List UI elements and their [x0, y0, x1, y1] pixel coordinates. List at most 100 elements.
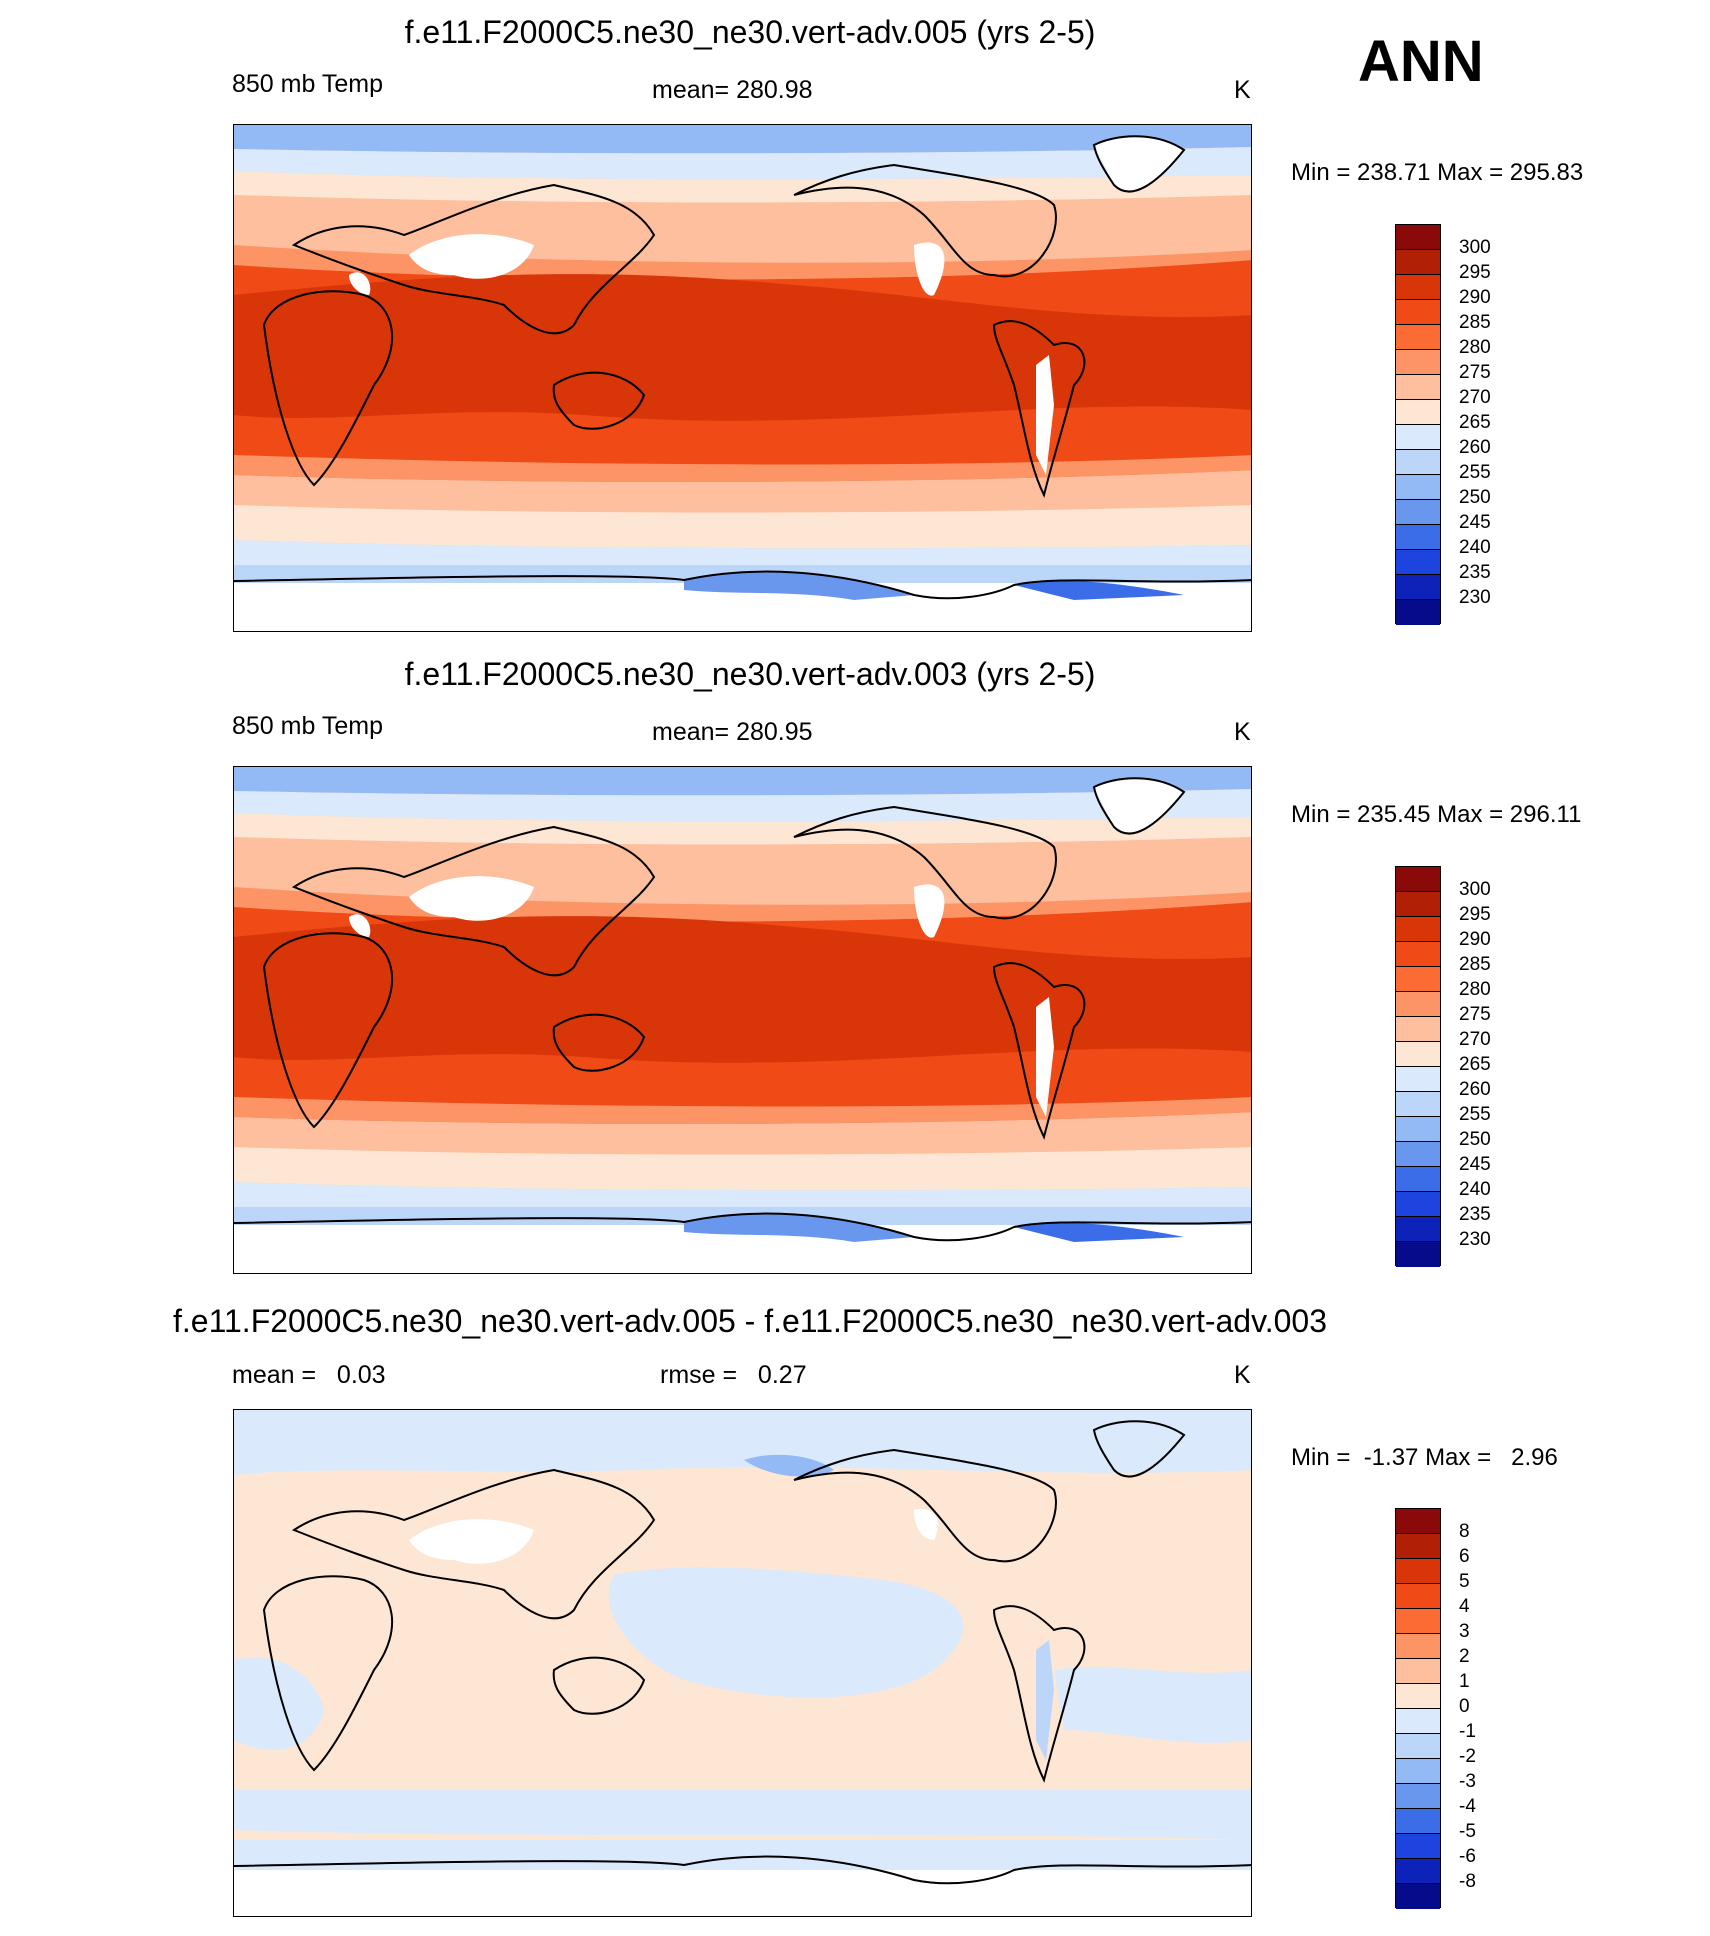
panel-1-temperature-field: [234, 125, 1251, 631]
panel-3-minmax: Min = -1.37 Max = 2.96: [1291, 1444, 1558, 1471]
panel-2-temperature-field: [234, 767, 1251, 1273]
colorbar-swatch: [1396, 1784, 1440, 1809]
colorbar-swatch: [1396, 1092, 1440, 1117]
colorbar-tick-label: 265: [1459, 412, 1491, 433]
colorbar-tick-label: -8: [1459, 1871, 1476, 1892]
colorbar-tick-label: 300: [1459, 237, 1491, 258]
colorbar-swatch: [1396, 1809, 1440, 1834]
panel-2-colorbar: [1395, 866, 1441, 1267]
colorbar-swatch: [1396, 475, 1440, 500]
colorbar-swatch: [1396, 892, 1440, 917]
panel-2-variable-label: 850 mb Temp: [232, 712, 384, 740]
colorbar-swatch: [1396, 942, 1440, 967]
colorbar-tick-label: 295: [1459, 904, 1491, 925]
colorbar-swatch: [1396, 550, 1440, 575]
panel-1-variable-label: 850 mb Temp: [232, 70, 384, 98]
colorbar-swatch: [1396, 1659, 1440, 1684]
colorbar-tick-label: 235: [1459, 562, 1491, 583]
colorbar-swatch: [1396, 1534, 1440, 1559]
colorbar-swatch: [1396, 425, 1440, 450]
colorbar-swatch: [1396, 300, 1440, 325]
colorbar-swatch: [1396, 375, 1440, 400]
colorbar-tick-label: 285: [1459, 954, 1491, 975]
colorbar-swatch: [1396, 1609, 1440, 1634]
colorbar-swatch: [1396, 350, 1440, 375]
colorbar-swatch: [1396, 500, 1440, 525]
colorbar-swatch: [1396, 325, 1440, 350]
colorbar-tick-label: 5: [1459, 1571, 1470, 1592]
panel-3-title: f.e11.F2000C5.ne30_ne30.vert-adv.005 - f…: [173, 1303, 1327, 1339]
colorbar-tick-label: -6: [1459, 1846, 1476, 1867]
panel-3-map: [233, 1409, 1252, 1917]
colorbar-tick-label: 245: [1459, 1154, 1491, 1175]
colorbar-swatch: [1396, 1684, 1440, 1709]
colorbar-swatch: [1396, 1759, 1440, 1784]
colorbar-tick-label: 2: [1459, 1646, 1470, 1667]
colorbar-tick-label: 285: [1459, 312, 1491, 333]
colorbar-swatch: [1396, 275, 1440, 300]
panel-1-mean-label: mean= 280.98: [652, 76, 813, 104]
panel-2-map: [233, 766, 1252, 1274]
colorbar-tick-label: 250: [1459, 487, 1491, 508]
colorbar-swatch: [1396, 917, 1440, 942]
panel-3-rmse-label: rmse = 0.27: [660, 1361, 807, 1389]
colorbar-swatch: [1396, 1067, 1440, 1092]
colorbar-tick-label: -5: [1459, 1821, 1476, 1842]
colorbar-tick-label: 1: [1459, 1671, 1470, 1692]
colorbar-swatch: [1396, 1167, 1440, 1192]
panel-2-mean-label: mean= 280.95: [652, 718, 813, 746]
colorbar-swatch: [1396, 1242, 1440, 1267]
colorbar-tick-label: 300: [1459, 879, 1491, 900]
colorbar-swatch: [1396, 1584, 1440, 1609]
panel-1-title: f.e11.F2000C5.ne30_ne30.vert-adv.005 (yr…: [404, 14, 1096, 50]
colorbar-swatch: [1396, 992, 1440, 1017]
colorbar-tick-label: 230: [1459, 1229, 1491, 1250]
colorbar-tick-label: 270: [1459, 387, 1491, 408]
colorbar-tick-label: -3: [1459, 1771, 1476, 1792]
colorbar-tick-label: 280: [1459, 979, 1491, 1000]
colorbar-swatch: [1396, 867, 1440, 892]
colorbar-swatch: [1396, 1117, 1440, 1142]
colorbar-tick-label: 0: [1459, 1696, 1470, 1717]
colorbar-tick-label: 3: [1459, 1621, 1470, 1642]
panel-3-colorbar: [1395, 1508, 1441, 1909]
colorbar-tick-label: -1: [1459, 1721, 1476, 1742]
panel-3-difference-field: [234, 1410, 1251, 1916]
colorbar-tick-label: 295: [1459, 262, 1491, 283]
colorbar-tick-label: 240: [1459, 1179, 1491, 1200]
colorbar-swatch: [1396, 1042, 1440, 1067]
colorbar-tick-label: -4: [1459, 1796, 1476, 1817]
panel-2-units-label: K: [1234, 718, 1251, 746]
colorbar-tick-label: -2: [1459, 1746, 1476, 1767]
colorbar-swatch: [1396, 450, 1440, 475]
colorbar-tick-label: 255: [1459, 462, 1491, 483]
colorbar-tick-label: 250: [1459, 1129, 1491, 1150]
colorbar-swatch: [1396, 1192, 1440, 1217]
colorbar-tick-label: 275: [1459, 362, 1491, 383]
season-label: ANN: [1358, 29, 1484, 94]
colorbar-swatch: [1396, 1509, 1440, 1534]
colorbar-tick-label: 8: [1459, 1521, 1470, 1542]
panel-1-units-label: K: [1234, 76, 1251, 104]
colorbar-swatch: [1396, 600, 1440, 625]
panel-3-mean-label: mean = 0.03: [232, 1361, 386, 1389]
colorbar-swatch: [1396, 1834, 1440, 1859]
colorbar-tick-label: 260: [1459, 437, 1491, 458]
colorbar-swatch: [1396, 1859, 1440, 1884]
colorbar-tick-label: 240: [1459, 537, 1491, 558]
colorbar-tick-label: 275: [1459, 1004, 1491, 1025]
panel-1-minmax: Min = 238.71 Max = 295.83: [1291, 159, 1584, 186]
colorbar-swatch: [1396, 1017, 1440, 1042]
colorbar-tick-label: 270: [1459, 1029, 1491, 1050]
colorbar-tick-label: 245: [1459, 512, 1491, 533]
colorbar-swatch: [1396, 1634, 1440, 1659]
colorbar-tick-label: 265: [1459, 1054, 1491, 1075]
colorbar-swatch: [1396, 525, 1440, 550]
colorbar-tick-label: 255: [1459, 1104, 1491, 1125]
panel-1-map: [233, 124, 1252, 632]
colorbar-tick-label: 260: [1459, 1079, 1491, 1100]
colorbar-swatch: [1396, 1217, 1440, 1242]
colorbar-swatch: [1396, 575, 1440, 600]
colorbar-tick-label: 6: [1459, 1546, 1470, 1567]
colorbar-swatch: [1396, 1559, 1440, 1584]
